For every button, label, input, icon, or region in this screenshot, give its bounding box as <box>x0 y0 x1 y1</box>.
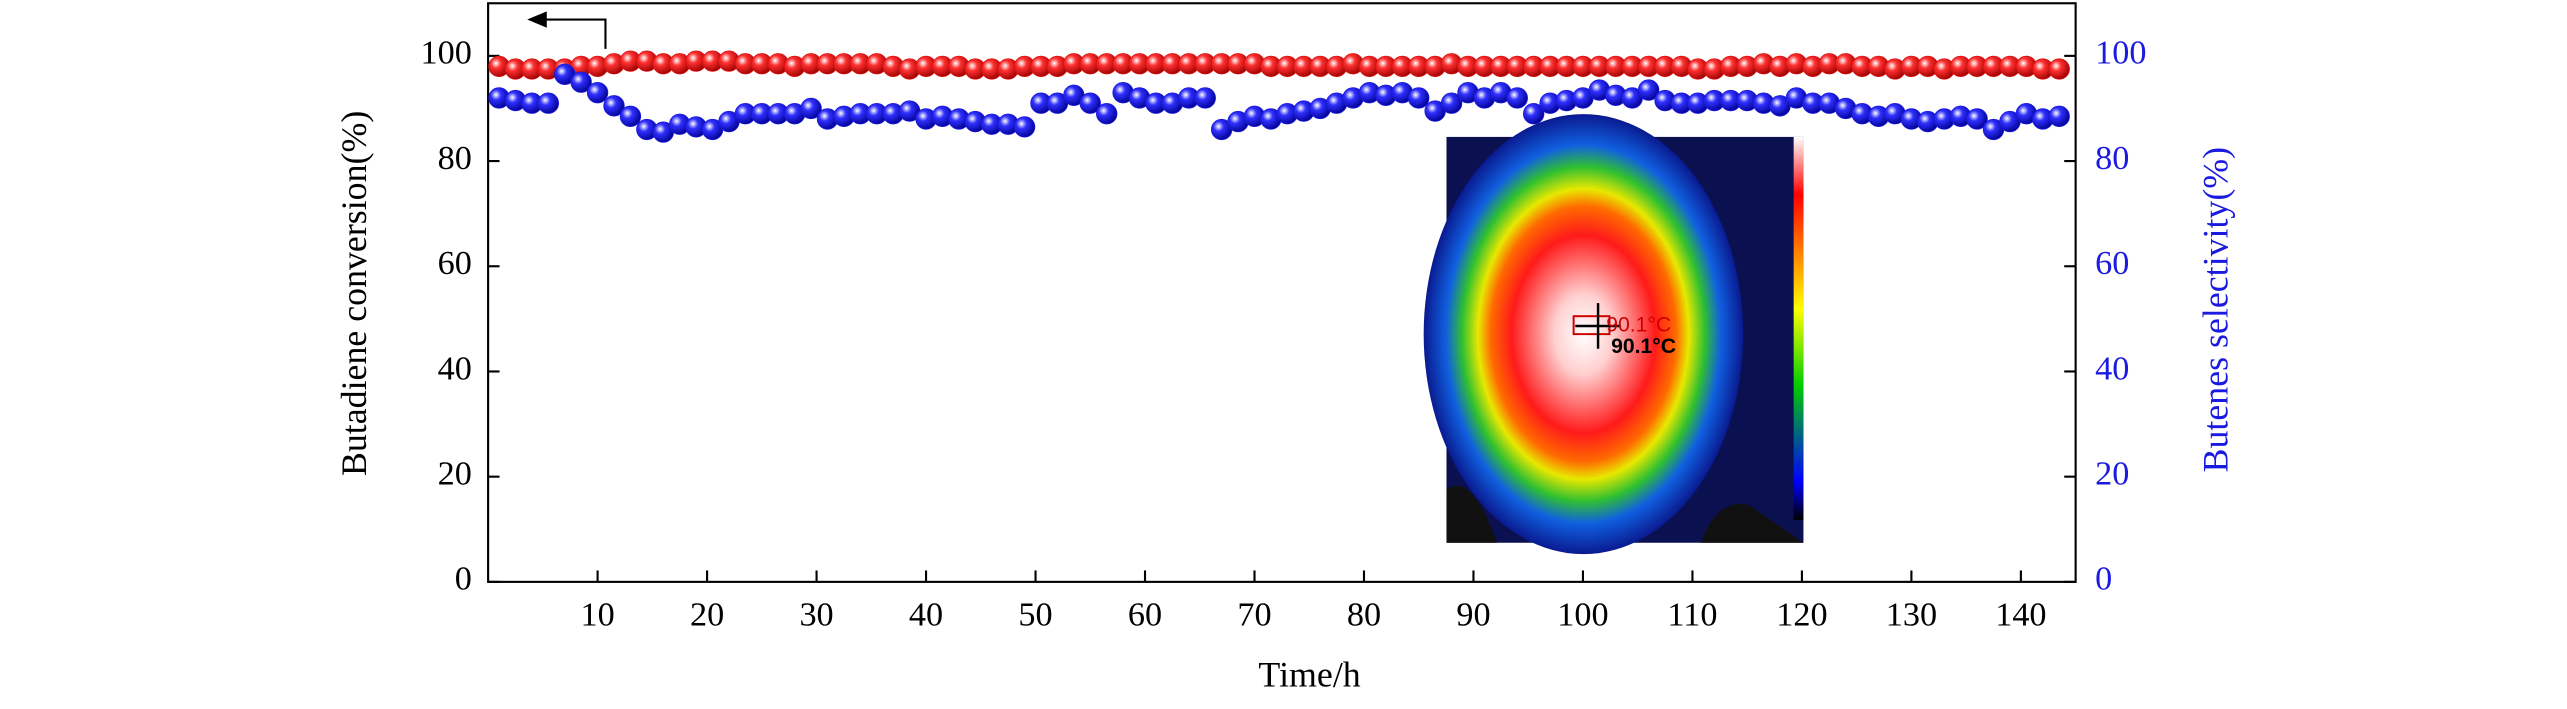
x-tick-label: 50 <box>1018 597 1052 634</box>
y-tick-label: 80 <box>438 140 472 177</box>
data-point <box>1013 116 1036 138</box>
x-tick-label: 100 <box>1557 597 1608 634</box>
inset-label: 90.1°C <box>1606 314 1671 337</box>
data-point <box>1408 87 1430 109</box>
x-tick-label: 30 <box>799 597 833 634</box>
data-point <box>537 92 560 114</box>
y-axis-label: Butadiene conversion(%) <box>334 111 374 476</box>
x-tick-label: 140 <box>1995 597 2046 634</box>
data-point <box>1440 92 1463 114</box>
data-point <box>1637 79 1660 101</box>
data-point <box>1194 87 1216 109</box>
y2-tick-label: 40 <box>2095 350 2129 387</box>
inset-image: 90.1°C 90.1°C <box>1423 114 1804 555</box>
x-tick-label: 20 <box>690 597 724 634</box>
y2-tick-label: 60 <box>2095 245 2129 282</box>
x-axis-label: Time/h <box>1258 654 1360 694</box>
data-point <box>1506 87 1528 109</box>
data-point <box>2048 58 2070 80</box>
y-tick-label: 0 <box>455 561 472 598</box>
data-point <box>1096 103 1118 125</box>
y-tick-label: 40 <box>438 350 472 387</box>
data-point <box>1523 103 1545 125</box>
data-point <box>2048 105 2070 128</box>
y2-tick-label: 0 <box>2095 561 2112 598</box>
data-point <box>603 95 625 117</box>
data-point <box>1966 108 1988 130</box>
data-point <box>619 105 642 128</box>
x-tick-label: 80 <box>1347 597 1381 634</box>
y2-axis-label: Butenes selectivity(%) <box>2195 147 2235 472</box>
x-tick-label: 70 <box>1237 597 1271 634</box>
data-point <box>1079 92 1101 114</box>
x-tick-label: 10 <box>580 597 614 634</box>
x-tick-label: 60 <box>1128 597 1162 634</box>
data-point <box>586 82 609 104</box>
x-tick-label: 130 <box>1886 597 1937 634</box>
inset-label: 90.1°C <box>1611 335 1676 358</box>
y2-tick-label: 100 <box>2095 35 2146 72</box>
y2-tick-label: 80 <box>2095 140 2129 177</box>
y-tick-label: 100 <box>420 35 471 72</box>
data-point <box>570 71 592 93</box>
arrow-head <box>527 11 547 28</box>
y-tick-label: 20 <box>438 456 472 493</box>
x-tick-label: 110 <box>1667 597 1717 634</box>
axis-arrow <box>530 18 607 49</box>
data-point <box>800 97 822 120</box>
x-tick-label: 90 <box>1456 597 1490 634</box>
y2-tick-label: 20 <box>2095 456 2129 493</box>
plot-frame <box>487 2 2077 583</box>
x-tick-label: 40 <box>909 597 943 634</box>
x-tick-label: 120 <box>1776 597 1827 634</box>
y-tick-label: 60 <box>438 245 472 282</box>
